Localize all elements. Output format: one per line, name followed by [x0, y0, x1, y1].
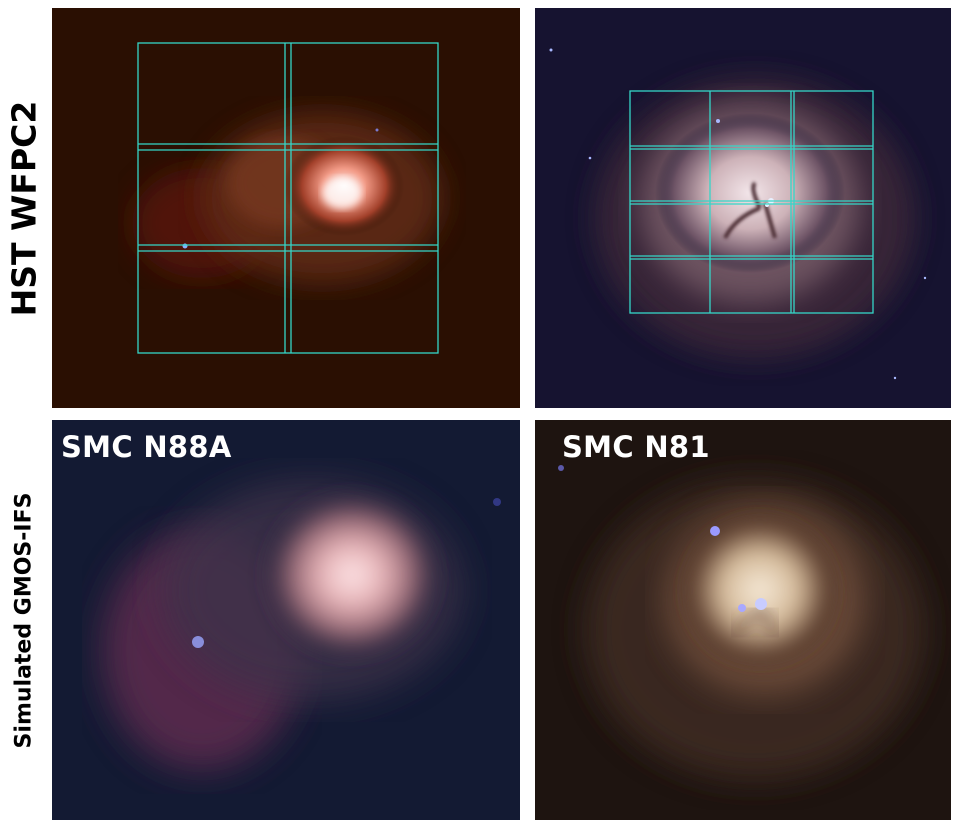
- panel-title-smc-n88a: SMC N88A: [61, 430, 232, 464]
- hst-n88a-image: [52, 8, 520, 408]
- hst-n81-image: [535, 8, 951, 408]
- simulated-n81-image: SMC N81: [535, 420, 951, 820]
- wfpc2-field-grid: [629, 90, 874, 314]
- wfpc2-field-grid: [137, 42, 439, 354]
- row-label-hst-wfpc2: HST WFPC2: [4, 100, 44, 316]
- hst-n88a-nebula: [132, 42, 442, 354]
- row-label-simulated-gmos-ifs: Simulated GMOS-IFS: [11, 492, 37, 748]
- simulated-n88a-image: SMC N88A: [52, 420, 520, 820]
- simulated-n88a-nebula: [102, 480, 501, 770]
- panel-title-smc-n81: SMC N81: [562, 430, 710, 464]
- simulated-n81-nebula: [558, 465, 925, 780]
- hst-n81-nebula: [549, 48, 927, 380]
